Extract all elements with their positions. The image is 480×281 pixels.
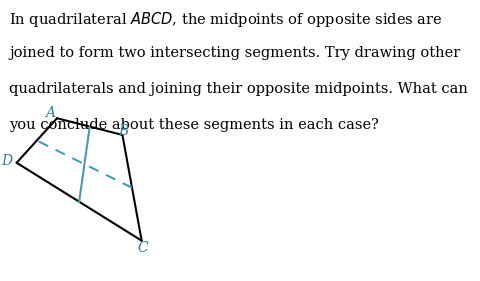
Text: In quadrilateral $ABCD$, the midpoints of opposite sides are: In quadrilateral $ABCD$, the midpoints o…	[9, 10, 442, 29]
Text: A: A	[46, 106, 55, 120]
Text: B: B	[118, 124, 129, 138]
Text: joined to form two intersecting segments. Try drawing other: joined to form two intersecting segments…	[9, 46, 459, 60]
Text: quadrilaterals and joining their opposite midpoints. What can: quadrilaterals and joining their opposit…	[9, 82, 467, 96]
Text: D: D	[1, 154, 12, 168]
Text: you conclude about these segments in each case?: you conclude about these segments in eac…	[9, 118, 378, 132]
Text: C: C	[137, 241, 148, 255]
